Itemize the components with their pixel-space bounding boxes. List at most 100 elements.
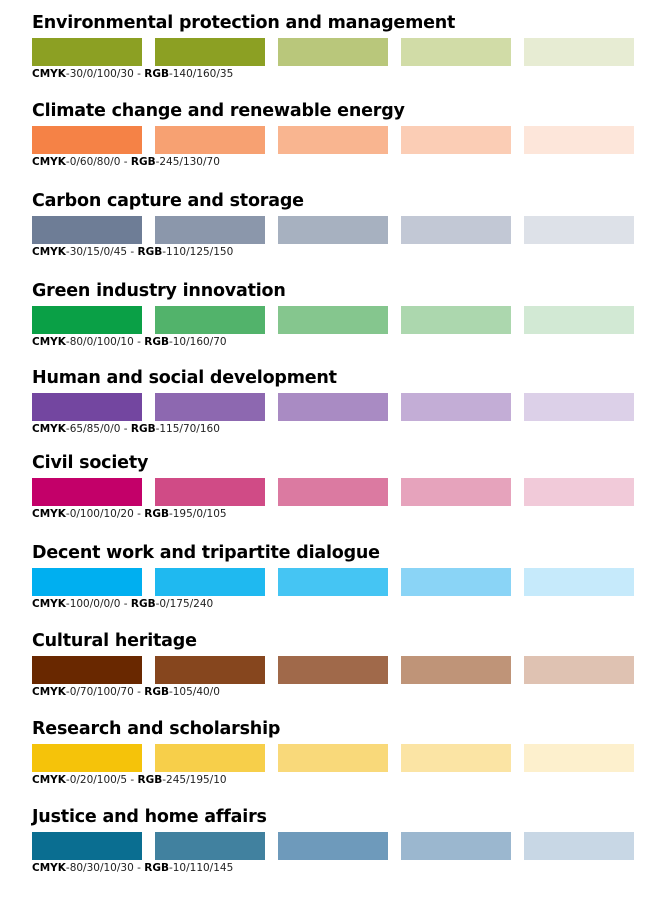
color-swatch — [155, 393, 265, 421]
color-swatch — [32, 393, 142, 421]
rgb-value: -245/195/10 — [162, 774, 227, 786]
palette-section: Environmental protection and management … — [32, 12, 636, 81]
color-swatch — [401, 306, 511, 334]
rgb-value: -105/40/0 — [168, 686, 220, 698]
cmyk-label: CMYK — [32, 686, 66, 698]
color-swatch — [401, 216, 511, 244]
color-swatch — [401, 568, 511, 596]
color-swatch — [155, 832, 265, 860]
color-swatch — [524, 744, 634, 772]
code-separator: - — [133, 68, 145, 80]
rgb-value: -10/160/70 — [168, 336, 227, 348]
color-swatch — [32, 568, 142, 596]
color-swatch — [401, 478, 511, 506]
code-separator: - — [133, 686, 145, 698]
cmyk-value: -80/30/10/30 — [65, 862, 134, 874]
rgb-value: -195/0/105 — [168, 508, 227, 520]
code-separator: - — [120, 423, 131, 435]
rgb-label: RGB — [144, 686, 169, 698]
swatch-row — [32, 478, 636, 506]
color-swatch — [32, 126, 142, 154]
cmyk-value: -100/0/0/0 — [65, 598, 121, 610]
cmyk-label: CMYK — [32, 68, 66, 80]
cmyk-label: CMYK — [32, 336, 66, 348]
cmyk-value: -80/0/100/10 — [65, 336, 134, 348]
color-code: CMYK-30/0/100/30 - RGB-140/160/35 — [32, 67, 636, 81]
color-swatch — [155, 568, 265, 596]
rgb-label: RGB — [130, 423, 156, 435]
color-swatch — [278, 832, 388, 860]
rgb-label: RGB — [130, 156, 156, 168]
code-separator: - — [133, 862, 145, 874]
color-code: CMYK-80/30/10/30 - RGB-10/110/145 — [32, 861, 636, 875]
code-separator: - — [120, 156, 131, 168]
swatch-row — [32, 216, 636, 244]
rgb-value: -110/125/150 — [162, 246, 234, 258]
color-code: CMYK-0/20/100/5 - RGB-245/195/10 — [32, 773, 636, 787]
palette-section: Research and scholarship CMYK-0/20/100/5… — [32, 718, 636, 787]
cmyk-value: -65/85/0/0 — [65, 423, 121, 435]
cmyk-label: CMYK — [32, 598, 66, 610]
color-swatch — [401, 744, 511, 772]
rgb-value: -10/110/145 — [168, 862, 234, 874]
palette-title: Decent work and tripartite dialogue — [32, 543, 380, 563]
color-swatch — [401, 393, 511, 421]
rgb-label: RGB — [144, 336, 169, 348]
color-swatch — [155, 478, 265, 506]
swatch-row — [32, 568, 636, 596]
palette-section: Civil society CMYK-0/100/10/20 - RGB-195… — [32, 452, 636, 521]
color-swatch — [32, 744, 142, 772]
color-code: CMYK-80/0/100/10 - RGB-10/160/70 — [32, 335, 636, 349]
cmyk-label: CMYK — [32, 774, 66, 786]
palette-title: Environmental protection and management — [32, 13, 456, 33]
rgb-value: -0/175/240 — [155, 598, 214, 610]
color-swatch — [524, 126, 634, 154]
palette-title: Climate change and renewable energy — [32, 101, 405, 121]
rgb-label: RGB — [130, 598, 156, 610]
color-swatch — [155, 126, 265, 154]
palette-section: Green industry innovation CMYK-80/0/100/… — [32, 280, 636, 349]
palette-title: Human and social development — [32, 368, 337, 388]
cmyk-value: -0/60/80/0 — [65, 156, 121, 168]
color-swatch — [32, 656, 142, 684]
palette-section: Climate change and renewable energy CMYK… — [32, 100, 636, 169]
swatch-row — [32, 832, 636, 860]
color-swatch — [401, 38, 511, 66]
color-swatch — [32, 478, 142, 506]
swatch-row — [32, 744, 636, 772]
color-code: CMYK-0/60/80/0 - RGB-245/130/70 — [32, 155, 636, 169]
palette-title: Civil society — [32, 453, 149, 473]
palette-section: Decent work and tripartite dialogue CMYK… — [32, 542, 636, 611]
rgb-value: -245/130/70 — [155, 156, 220, 168]
color-swatch — [401, 126, 511, 154]
color-swatch — [524, 656, 634, 684]
color-swatch — [278, 744, 388, 772]
color-swatch — [278, 393, 388, 421]
cmyk-label: CMYK — [32, 508, 66, 520]
swatch-row — [32, 393, 636, 421]
code-separator: - — [120, 598, 131, 610]
color-swatch — [278, 568, 388, 596]
color-swatch — [524, 832, 634, 860]
color-swatch — [278, 478, 388, 506]
cmyk-value: -0/100/10/20 — [65, 508, 134, 520]
color-swatch — [155, 38, 265, 66]
color-swatch — [155, 306, 265, 334]
palette-section: Justice and home affairs CMYK-80/30/10/3… — [32, 806, 636, 875]
color-swatch — [524, 478, 634, 506]
color-swatch — [524, 216, 634, 244]
cmyk-value: -30/15/0/45 — [65, 246, 128, 258]
palette-section: Human and social development CMYK-65/85/… — [32, 367, 636, 436]
rgb-label: RGB — [144, 68, 169, 80]
palette-section: Cultural heritage CMYK-0/70/100/70 - RGB… — [32, 630, 636, 699]
rgb-value: -115/70/160 — [155, 423, 220, 435]
swatch-row — [32, 126, 636, 154]
color-code: CMYK-65/85/0/0 - RGB-115/70/160 — [32, 422, 636, 436]
color-swatch — [278, 306, 388, 334]
code-separator: - — [133, 336, 145, 348]
color-swatch — [155, 656, 265, 684]
code-separator: - — [133, 508, 145, 520]
palette-section: Carbon capture and storage CMYK-30/15/0/… — [32, 190, 636, 259]
color-code: CMYK-100/0/0/0 - RGB-0/175/240 — [32, 597, 636, 611]
cmyk-value: -30/0/100/30 — [65, 68, 134, 80]
